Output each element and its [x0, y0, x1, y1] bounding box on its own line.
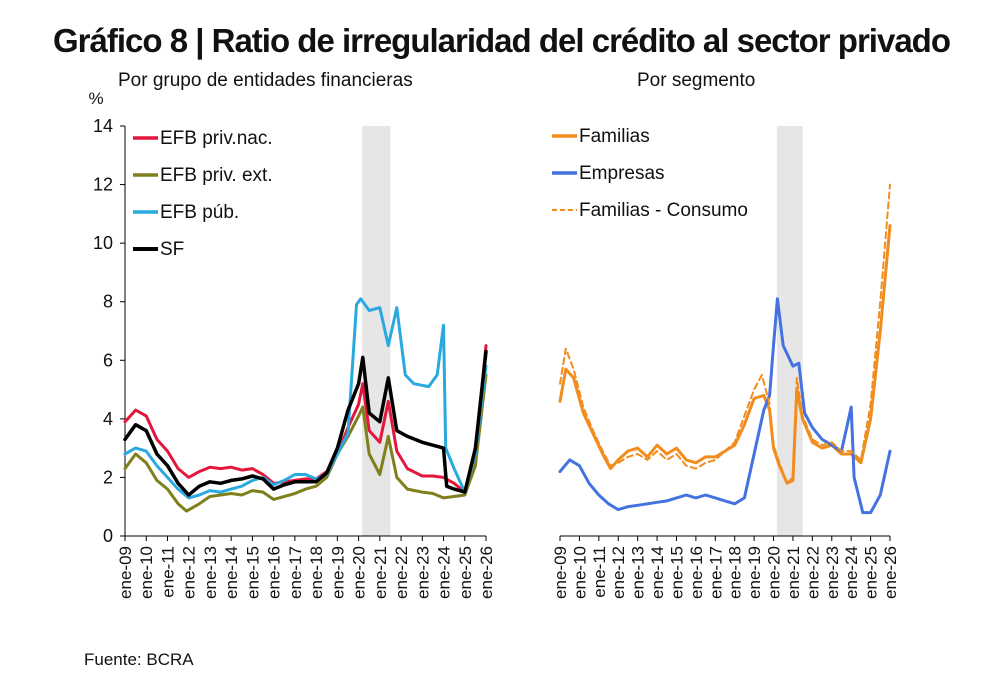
right-legend-label: Familias - Consumo — [579, 200, 748, 221]
left-series-line — [123, 344, 488, 494]
left-x-tick-label: ene-21 — [371, 546, 390, 599]
right-x-tick-label: ene-18 — [726, 546, 745, 599]
left-x-tick-label: ene-18 — [307, 546, 326, 599]
right-x-tick-label: ene-12 — [609, 546, 628, 599]
right-series-line — [559, 183, 891, 485]
left-y-tick-label: 14 — [93, 116, 113, 136]
left-x-tick-label: ene-26 — [477, 546, 496, 599]
left-x-tick-label: ene-19 — [328, 546, 347, 599]
left-series-line — [123, 373, 488, 513]
left-y-axis-label: % — [88, 89, 103, 108]
right-x-tick-label: ene-23 — [823, 546, 842, 599]
right-x-tick-label: ene-10 — [570, 546, 589, 599]
left-y-tick-label: 6 — [103, 350, 113, 370]
left-x-tick-label: ene-15 — [243, 546, 262, 599]
left-x-tick-label: ene-24 — [435, 546, 454, 599]
left-x-tick-label: ene-23 — [413, 546, 432, 599]
right-x-tick-label: ene-09 — [551, 546, 570, 599]
left-legend-label: EFB priv.nac. — [160, 128, 273, 149]
left-legend-label: EFB priv. ext. — [160, 165, 273, 186]
left-y-tick-label: 12 — [93, 175, 113, 195]
left-legend-label: EFB púb. — [160, 202, 239, 223]
left-x-tick-label: ene-13 — [201, 546, 220, 599]
left-y-tick-label: 10 — [93, 233, 113, 253]
right-x-tick-label: ene-16 — [687, 546, 706, 599]
right-x-tick-label: ene-25 — [862, 546, 881, 599]
right-x-tick-label: ene-20 — [765, 546, 784, 599]
left-x-tick-label: ene-22 — [392, 546, 411, 599]
right-x-tick-label: ene-14 — [648, 546, 667, 599]
right-x-tick-label: ene-26 — [881, 546, 900, 599]
left-series-line — [123, 349, 488, 497]
right-x-tick-label: ene-19 — [745, 546, 764, 599]
left-y-tick-label: 4 — [103, 409, 113, 429]
right-panel-subtitle: Por segmento — [637, 70, 756, 91]
right-series-line — [558, 224, 892, 485]
source-note: Fuente: BCRA — [84, 650, 194, 669]
right-x-tick-label: ene-21 — [784, 546, 803, 599]
left-x-tick-label: ene-09 — [116, 546, 135, 599]
left-y-tick-label: 2 — [103, 467, 113, 487]
left-y-tick-label: 0 — [103, 526, 113, 546]
right-series-line — [558, 297, 892, 515]
chart-title: Gráfico 8 | Ratio de irregularidad del c… — [53, 22, 951, 59]
left-x-tick-label: ene-10 — [137, 546, 156, 599]
right-x-tick-label: ene-15 — [667, 546, 686, 599]
left-legend-label: SF — [160, 239, 184, 260]
left-x-tick-label: ene-11 — [158, 546, 177, 598]
right-legend-label: Familias — [579, 126, 650, 147]
right-x-tick-label: ene-17 — [706, 546, 725, 599]
left-x-tick-label: ene-17 — [286, 546, 305, 599]
right-legend-label: Empresas — [579, 163, 665, 184]
left-y-tick-label: 8 — [103, 292, 113, 312]
right-x-tick-label: ene-11 — [590, 546, 609, 598]
left-x-tick-label: ene-25 — [456, 546, 475, 599]
left-x-tick-label: ene-20 — [350, 546, 369, 599]
left-x-tick-label: ene-14 — [222, 546, 241, 599]
left-x-tick-label: ene-12 — [180, 546, 199, 599]
left-x-tick-label: ene-16 — [265, 546, 284, 599]
right-x-tick-label: ene-24 — [842, 546, 861, 599]
right-x-tick-label: ene-22 — [803, 546, 822, 599]
right-x-tick-label: ene-13 — [629, 546, 648, 599]
left-panel-subtitle: Por grupo de entidades financieras — [118, 70, 413, 91]
